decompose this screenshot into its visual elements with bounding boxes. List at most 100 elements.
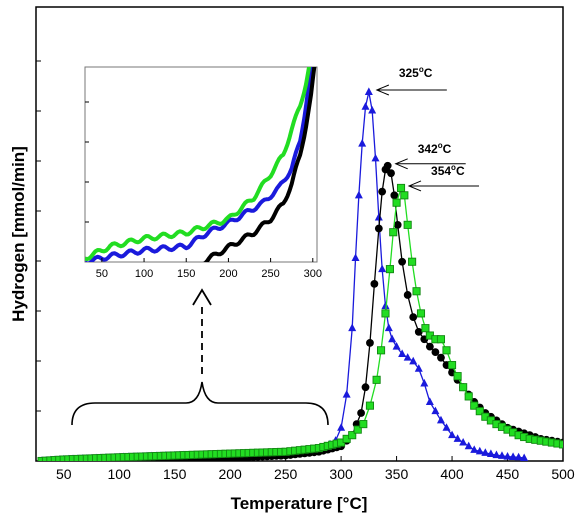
data-point-triangle [364, 87, 373, 95]
data-point-circle [361, 383, 370, 392]
data-point-square [372, 375, 381, 384]
data-point-circle [370, 279, 379, 288]
inset-x-axis: 50 100 150 200 250 300 [96, 258, 322, 280]
data-point-circle [387, 169, 395, 178]
inset-chart: 50 100 150 200 250 300 [84, 66, 322, 280]
data-point-circle [390, 191, 399, 200]
data-point-square [470, 401, 479, 410]
data-point-circle [378, 187, 387, 196]
data-point-triangle [358, 139, 367, 147]
peak-label: 325oC [399, 65, 433, 80]
data-point-triangle [384, 323, 393, 332]
data-point-triangle [459, 437, 468, 446]
inset-series-layer [85, 67, 317, 262]
peak-label: 354oC [431, 163, 465, 178]
data-point-triangle [475, 446, 484, 455]
data-point-triangle [388, 334, 397, 343]
data-point-square [359, 420, 368, 429]
x-axis: 50 100 150 200 250 300 350 400 450 500 [56, 456, 575, 482]
data-point-square [403, 220, 412, 229]
inset-frame [84, 66, 318, 263]
data-point-triangle [486, 449, 495, 457]
data-point-triangle [464, 441, 473, 450]
data-point-circle [374, 224, 383, 233]
data-point-triangle [492, 450, 501, 459]
data-point-square [408, 257, 417, 266]
data-point-triangle [514, 452, 523, 461]
x-tick-label: 300 [329, 466, 353, 482]
data-point-square [448, 361, 457, 370]
series-group [37, 183, 563, 461]
data-point-square [453, 372, 462, 381]
data-point-square [396, 183, 406, 192]
data-point-triangle [448, 430, 457, 439]
data-point-triangle [381, 301, 390, 310]
inset-x-tick-label: 300 [304, 268, 322, 280]
data-point-triangle [371, 153, 380, 162]
data-point-triangle [420, 378, 429, 387]
inset-series-group [85, 67, 312, 262]
inset-series-line [85, 67, 312, 262]
data-point-triangle [374, 212, 383, 221]
data-point-triangle [470, 445, 479, 453]
y-axis-title: Hydrogen [mmol/min] [9, 146, 28, 322]
annotation-arrow-head [375, 84, 390, 96]
data-point-square [381, 309, 390, 318]
data-point-triangle [342, 389, 351, 398]
data-point-triangle [481, 448, 490, 456]
x-axis-title: Temperature [°C] [231, 494, 368, 513]
data-point-circle [357, 409, 365, 417]
data-point-square [376, 346, 386, 355]
inset-x-tick-label: 100 [135, 268, 153, 280]
data-point-triangle [348, 323, 357, 332]
data-point-triangle [361, 102, 370, 110]
annotation-arrow-head [394, 158, 408, 170]
inset-x-tick-label: 200 [219, 268, 237, 280]
zoom-arrow-head [192, 288, 212, 306]
x-tick-label: 200 [218, 466, 242, 482]
data-point-square [385, 265, 394, 274]
data-point-triangle [414, 364, 423, 372]
data-point-square [558, 440, 563, 449]
data-point-square [389, 228, 398, 237]
x-tick-label: 400 [440, 466, 464, 482]
x-tick-label: 450 [496, 466, 520, 482]
inset-series-group [202, 67, 317, 262]
data-point-triangle [378, 264, 387, 273]
inset-series-line [85, 67, 314, 262]
peak-label: 342oC [418, 141, 452, 156]
data-point-square [353, 425, 362, 434]
data-point-square [464, 392, 473, 401]
data-point-triangle [403, 353, 412, 361]
data-point-circle [383, 161, 392, 170]
data-point-triangle [398, 349, 407, 357]
data-point-triangle [337, 423, 346, 431]
data-point-circle [366, 339, 374, 347]
series-layer [37, 87, 563, 461]
data-point-triangle [503, 451, 512, 460]
data-point-triangle [409, 356, 418, 365]
data-point-triangle [431, 406, 440, 415]
x-tick-label: 350 [385, 466, 409, 482]
data-point-circle [398, 257, 407, 266]
data-point-square [459, 383, 468, 392]
data-point-triangle [520, 453, 529, 461]
peak-annotations: 325oC 342oC 354oC [375, 65, 480, 192]
annotation-arrow-head [407, 180, 422, 192]
data-point-circle [437, 353, 445, 362]
data-point-square [365, 401, 375, 410]
data-point-circle [425, 342, 434, 351]
zoom-range-brace [71, 381, 329, 426]
data-point-circle [403, 291, 412, 299]
y-axis-ticks [36, 60, 41, 412]
data-point-triangle [354, 190, 363, 199]
data-point-triangle [351, 253, 360, 262]
x-tick-label: 100 [108, 466, 132, 482]
inset-x-tick-label: 250 [261, 268, 279, 280]
inset-series-line [202, 67, 317, 262]
data-point-square [442, 346, 451, 355]
inset-x-tick-label: 50 [96, 268, 108, 280]
data-point-triangle [368, 105, 377, 114]
x-tick-label: 50 [56, 466, 72, 482]
